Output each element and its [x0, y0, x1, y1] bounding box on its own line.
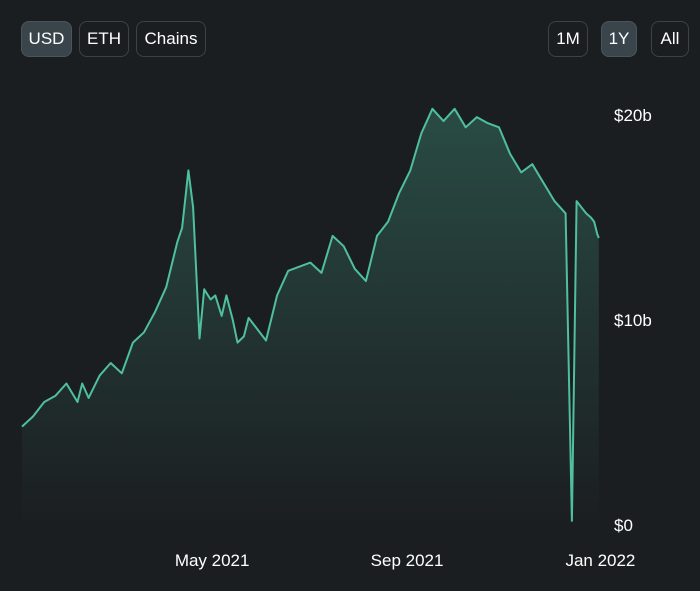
usd-toggle-button[interactable]: USD [21, 21, 72, 57]
range-all-button[interactable]: All [651, 21, 689, 57]
range-1m-button[interactable]: 1M [548, 21, 588, 57]
y-axis-ticks: $0 $10b $20b [614, 106, 652, 535]
x-tick-label: May 2021 [175, 551, 250, 570]
eth-toggle-button[interactable]: ETH [79, 21, 129, 57]
y-tick-label: $0 [614, 516, 633, 535]
range-1y-button[interactable]: 1Y [601, 21, 637, 57]
series-line [21, 107, 600, 522]
area-fill [22, 108, 599, 526]
x-axis-ticks: May 2021 Sep 2021 Jan 2022 [175, 551, 636, 570]
x-tick-label: Jan 2022 [565, 551, 635, 570]
y-tick-label: $20b [614, 106, 652, 125]
y-tick-label: $10b [614, 311, 652, 330]
chains-toggle-button[interactable]: Chains [136, 21, 206, 57]
x-tick-label: Sep 2021 [371, 551, 444, 570]
